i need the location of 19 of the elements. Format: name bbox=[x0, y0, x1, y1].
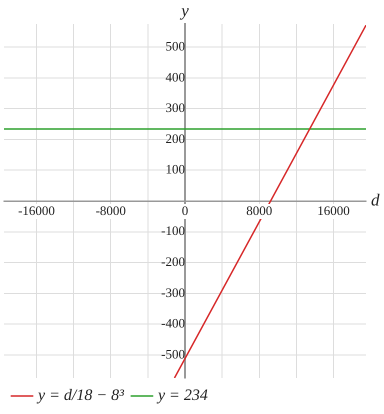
y-axis-title: y bbox=[179, 0, 190, 20]
y-tick-label: -200 bbox=[161, 254, 185, 269]
x-axis-title: d bbox=[371, 190, 380, 210]
x-tick-label: 8000 bbox=[246, 202, 272, 218]
y-tick-label: 400 bbox=[166, 69, 185, 84]
y-tick-label: 100 bbox=[166, 162, 185, 177]
legend-label: y = 234 bbox=[156, 387, 208, 404]
y-tick-label: 500 bbox=[166, 38, 185, 54]
x-tick-label: -8000 bbox=[96, 202, 126, 218]
x-tick-label: 16000 bbox=[317, 202, 350, 218]
y-tick-label: -500 bbox=[161, 346, 185, 362]
x-tick-label: 0 bbox=[182, 202, 188, 218]
y-tick-label: -100 bbox=[161, 223, 185, 238]
y-tick-label: 300 bbox=[166, 100, 185, 116]
y-tick-label: -300 bbox=[161, 284, 185, 300]
y-tick-label: 200 bbox=[166, 130, 185, 146]
legend-label: y = d/18 − 8³ bbox=[36, 387, 124, 404]
x-tick-label: -16000 bbox=[18, 202, 55, 218]
y-tick-label: -400 bbox=[161, 316, 185, 331]
